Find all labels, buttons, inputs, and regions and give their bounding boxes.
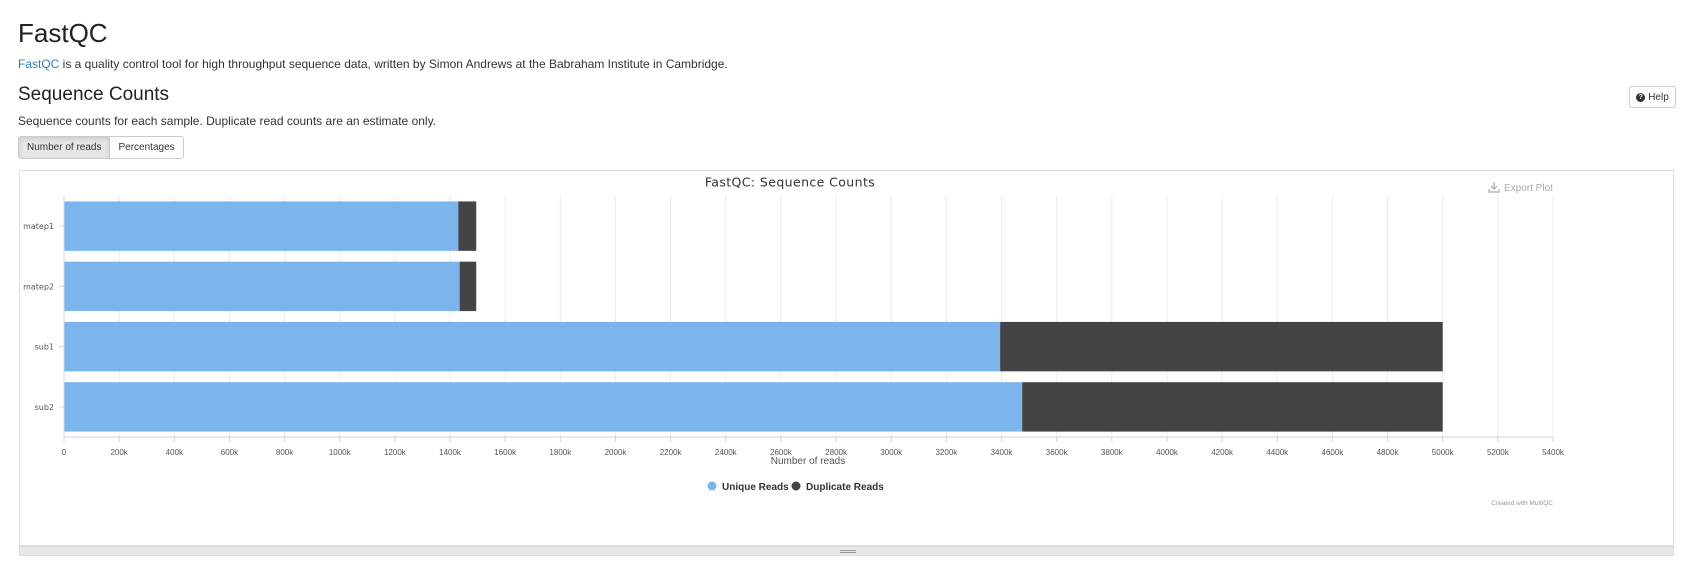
legend-marker xyxy=(707,481,717,491)
legend: Unique Reads Duplicate Reads xyxy=(707,481,885,494)
x-tick-label: 600k xyxy=(221,448,239,457)
export-plot-label: Export Plot xyxy=(1504,183,1553,194)
sequence-counts-chart: 0 200k 400k 600k 800k 1000k 1200k 1400k 1600k 180… xyxy=(23,175,1565,507)
help-button[interactable]: ? Help xyxy=(1629,86,1676,108)
legend-label: Duplicate Reads xyxy=(806,482,884,493)
y-tick-label: sub2 xyxy=(35,403,54,412)
plot-container: 0 200k 400k 600k 800k 1000k 1200k 1400k 1600k 180… xyxy=(19,170,1674,546)
intro-paragraph: FastQC is a quality control tool for hig… xyxy=(18,57,728,71)
fastqc-link[interactable]: FastQC xyxy=(18,57,60,71)
x-tick-label: 3800k xyxy=(1101,448,1124,457)
x-tick-label: 2800k xyxy=(825,448,848,457)
bar-unique-reads-sub1[interactable] xyxy=(64,321,1001,372)
number-of-reads-button[interactable]: Number of reads xyxy=(18,136,111,159)
multiqc-credit: Created with MultiQC xyxy=(1491,500,1553,507)
x-tick-label: 5000k xyxy=(1432,448,1455,457)
grip-icon xyxy=(840,550,856,551)
chart-title: FastQC: Sequence Counts xyxy=(705,175,875,190)
bars xyxy=(64,201,1443,432)
y-tick-label: matep2 xyxy=(23,282,54,291)
x-tick-label: 3000k xyxy=(880,448,903,457)
x-tick-label: 1600k xyxy=(494,448,517,457)
bar-unique-reads-sub2[interactable] xyxy=(64,382,1023,432)
y-tick-label: sub1 xyxy=(35,343,54,352)
x-tick-label: 2600k xyxy=(770,448,793,457)
section-description: Sequence counts for each sample. Duplica… xyxy=(18,114,437,128)
x-tick-label: 1000k xyxy=(329,448,352,457)
axes: 0 200k 400k 600k 800k 1000k 1200k 1400k 1600k 180… xyxy=(23,196,1565,457)
x-tick-label: 5400k xyxy=(1542,448,1565,457)
bar-duplicate-reads-sub2[interactable] xyxy=(1022,382,1443,432)
x-tick-label: 4200k xyxy=(1211,448,1234,457)
legend-label: Unique Reads xyxy=(722,482,789,493)
bar-duplicate-reads-sub1[interactable] xyxy=(1000,321,1443,372)
intro-text: is a quality control tool for high throu… xyxy=(59,57,728,71)
x-tick-label: 200k xyxy=(110,448,128,457)
bar-unique-reads-matep1[interactable] xyxy=(64,201,459,251)
x-tick-label: 800k xyxy=(276,448,294,457)
x-tick-label: 1400k xyxy=(439,448,462,457)
export-plot-button[interactable]: Export Plot xyxy=(1488,182,1553,194)
x-tick-label: 1800k xyxy=(549,448,572,457)
x-axis-title: Number of reads xyxy=(771,456,845,467)
percentages-button[interactable]: Percentages xyxy=(110,136,184,159)
x-tick-label: 3200k xyxy=(935,448,958,457)
legend-marker xyxy=(791,481,801,491)
x-tick-label: 0 xyxy=(62,448,67,457)
bar-duplicate-reads-matep2[interactable] xyxy=(459,261,477,312)
x-tick-label: 4600k xyxy=(1322,448,1345,457)
x-tick-label: 2200k xyxy=(660,448,683,457)
x-tick-label: 2400k xyxy=(715,448,738,457)
x-tick-label: 3400k xyxy=(991,448,1014,457)
view-toggle-group: Number of reads Percentages xyxy=(18,136,184,159)
legend-item-unique-reads[interactable]: Unique Reads xyxy=(707,481,790,494)
x-tick-label: 2000k xyxy=(605,448,628,457)
x-tick-label: 5200k xyxy=(1487,448,1510,457)
page-title: FastQC xyxy=(18,18,108,48)
section-title: Sequence Counts xyxy=(18,84,170,105)
bar-unique-reads-matep2[interactable] xyxy=(64,261,460,312)
help-label: Help xyxy=(1648,91,1669,103)
legend-item-duplicate-reads[interactable]: Duplicate Reads xyxy=(791,481,885,494)
x-tick-label: 1200k xyxy=(384,448,407,457)
plot-resize-handle[interactable] xyxy=(19,546,1674,556)
question-circle-icon: ? xyxy=(1636,92,1646,102)
bar-duplicate-reads-matep1[interactable] xyxy=(458,201,477,251)
x-tick-label: 400k xyxy=(166,448,184,457)
y-tick-label: matep1 xyxy=(23,222,54,231)
x-tick-label: 4800k xyxy=(1377,448,1400,457)
x-tick-label: 4000k xyxy=(1156,448,1179,457)
x-tick-label: 3600k xyxy=(1046,448,1069,457)
download-icon xyxy=(1488,182,1500,193)
x-tick-label: 4400k xyxy=(1266,448,1289,457)
